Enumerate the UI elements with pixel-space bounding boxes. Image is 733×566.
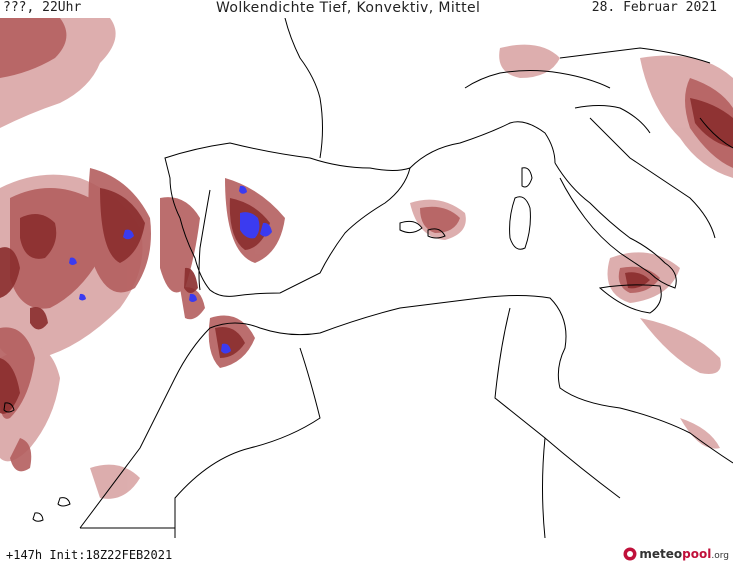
logo-text-accent: pool	[682, 547, 712, 561]
valid-time-label: ???, 22Uhr	[3, 0, 82, 15]
logo-text-main: meteo	[639, 547, 683, 561]
map-title: Wolkendichte Tief, Konvektiv, Mittel	[216, 0, 481, 16]
cloud-density-map	[0, 18, 733, 538]
logo-text-suffix: .org	[711, 550, 729, 561]
meteopool-logo-icon	[623, 547, 637, 561]
meteopool-logo[interactable]: meteo pool .org	[623, 545, 729, 563]
cloud-layer-dark	[0, 98, 733, 414]
footer-bar: +147h Init:18Z22FEB2021 meteo pool .org	[0, 540, 733, 566]
model-run-label: +147h Init:18Z22FEB2021	[6, 548, 173, 562]
cloud-layer-medium	[0, 18, 733, 472]
coastlines	[3, 18, 733, 538]
convective-cells	[69, 185, 272, 354]
valid-date-label: 28. Februar 2021	[591, 0, 717, 15]
header-bar: ???, 22Uhr Wolkendichte Tief, Konvektiv,…	[0, 0, 733, 18]
